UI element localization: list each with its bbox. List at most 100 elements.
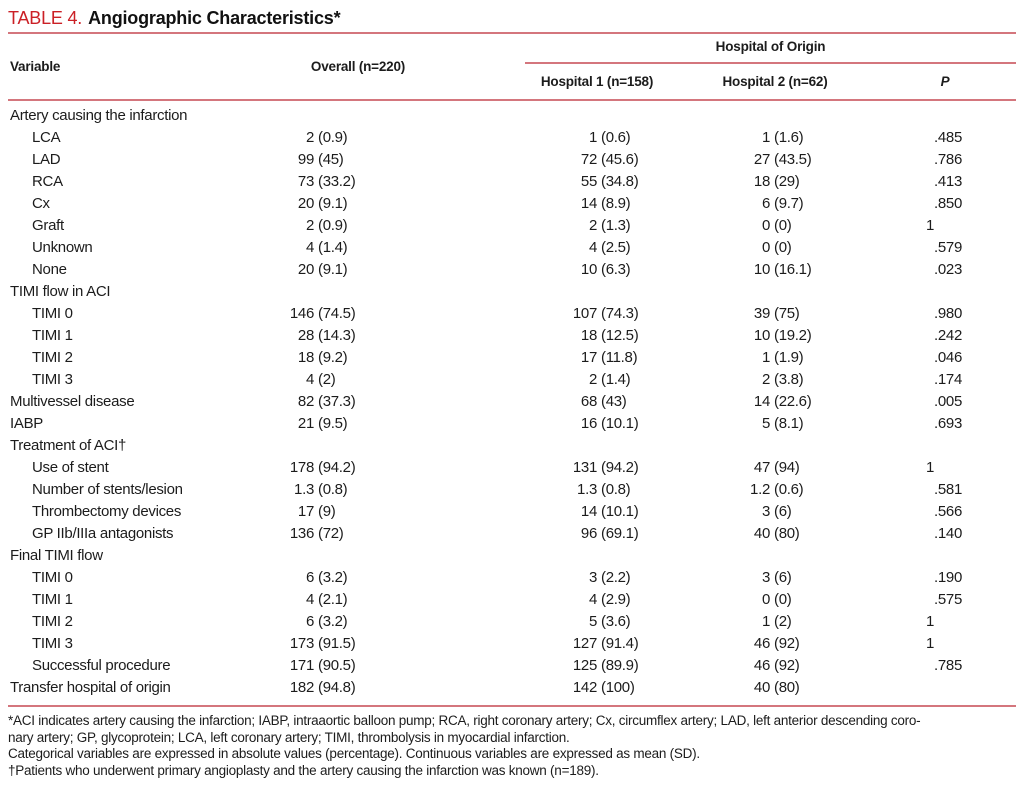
h2-value-cell bbox=[650, 105, 826, 127]
h1-value-cell bbox=[458, 105, 650, 127]
value-integer: 125 bbox=[572, 657, 597, 674]
h2-value-cell bbox=[650, 545, 826, 567]
p-value-cell: .980 bbox=[826, 303, 1016, 325]
h2-value-cell: 3 (6) bbox=[650, 501, 826, 523]
h1-value-cell: 131 (94.2) bbox=[458, 457, 650, 479]
value-integer: 146 bbox=[289, 305, 314, 322]
value-integer: 2 bbox=[588, 217, 597, 234]
variable-label: TIMI 1 bbox=[32, 591, 73, 608]
h1-value-cell: 4 (2.9) bbox=[458, 589, 650, 611]
value-integer: 0 bbox=[761, 239, 770, 256]
value-integer: 4 bbox=[305, 239, 314, 256]
value-integer: 72 bbox=[580, 151, 597, 168]
value-fraction: (6) bbox=[774, 569, 792, 586]
p-value-cell: 1 bbox=[826, 215, 1016, 237]
value-fraction: .786 bbox=[934, 151, 962, 168]
value-fraction: (0.6) bbox=[601, 129, 631, 146]
value-fraction: .785 bbox=[934, 657, 962, 674]
value-fraction: (3.2) bbox=[318, 613, 348, 630]
header-subrow: Hospital 1 (n=158) Hospital 2 (n=62) P bbox=[458, 64, 1016, 99]
table-row: TIMI 0 146 (74.5) 107 (74.3) 39 (75) .980 bbox=[8, 303, 1016, 325]
value-integer: 142 bbox=[572, 679, 597, 696]
o-value-cell: 20 (9.1) bbox=[288, 259, 458, 281]
table-row: TIMI 1 4 (2.1) 4 (2.9) 0 (0) .575 bbox=[8, 589, 1016, 611]
variable-label: TIMI flow in ACI bbox=[10, 283, 111, 300]
p-value-cell: .693 bbox=[826, 413, 1016, 435]
value-fraction: (14.3) bbox=[318, 327, 356, 344]
h1-value-cell: 1 (0.6) bbox=[458, 127, 650, 149]
table-row: TIMI 1 28 (14.3) 18 (12.5) 10 (19.2) .242 bbox=[8, 325, 1016, 347]
value-fraction: (90.5) bbox=[318, 657, 356, 674]
p-value-cell: .190 bbox=[826, 567, 1016, 589]
value-fraction: (94) bbox=[774, 459, 800, 476]
value-fraction: (69.1) bbox=[601, 525, 639, 542]
variable-label: Successful procedure bbox=[32, 657, 171, 674]
value-integer: 47 bbox=[753, 459, 770, 476]
value-fraction: (2) bbox=[774, 613, 792, 630]
h1-value-cell: 142 (100) bbox=[458, 677, 650, 699]
p-value-cell bbox=[826, 281, 1016, 303]
footnotes: *ACI indicates artery causing the infarc… bbox=[8, 707, 1016, 779]
value-integer: 99 bbox=[297, 151, 314, 168]
rule-under-title bbox=[8, 32, 1016, 34]
column-header-hospital1: Hospital 1 (n=158) bbox=[540, 74, 654, 89]
value-integer: 46 bbox=[753, 635, 770, 652]
value-fraction: (100) bbox=[601, 679, 635, 696]
h1-value-cell: 3 (2.2) bbox=[458, 567, 650, 589]
h2-value-cell: 10 (19.2) bbox=[650, 325, 826, 347]
h1-value-cell: 72 (45.6) bbox=[458, 149, 650, 171]
h2-value-cell: 5 (8.1) bbox=[650, 413, 826, 435]
column-group-header-hospital-of-origin: Hospital of Origin bbox=[525, 34, 1016, 64]
table-row: Cx 20 (9.1) 14 (8.9) 6 (9.7) .850 bbox=[8, 193, 1016, 215]
h1-value-cell: 10 (6.3) bbox=[458, 259, 650, 281]
value-fraction: (2.5) bbox=[601, 239, 631, 256]
table-row: Number of stents/lesion 1.3 (0.8) 1.3 (0.8) 1… bbox=[8, 479, 1016, 501]
column-header-variable: Variable bbox=[10, 59, 61, 74]
value-fraction: .023 bbox=[934, 261, 962, 278]
p-value-cell: .785 bbox=[826, 655, 1016, 677]
h1-value-cell: 14 (10.1) bbox=[458, 501, 650, 523]
o-value-cell: 21 (9.5) bbox=[288, 413, 458, 435]
table-row: Use of stent 178 (94.2) 131 (94.2) 47 (94) 1 bbox=[8, 457, 1016, 479]
value-fraction: (9.5) bbox=[318, 415, 348, 432]
value-integer: 27 bbox=[753, 151, 770, 168]
variable-label: Cx bbox=[32, 195, 50, 212]
value-integer: 40 bbox=[753, 525, 770, 542]
value-integer: 10 bbox=[580, 261, 597, 278]
value-fraction: (0.8) bbox=[601, 481, 631, 498]
value-fraction: (6.3) bbox=[601, 261, 631, 278]
value-integer: 178 bbox=[289, 459, 314, 476]
value-fraction: (91.5) bbox=[318, 635, 356, 652]
value-fraction: (74.3) bbox=[601, 305, 639, 322]
o-value-cell bbox=[288, 105, 458, 127]
value-integer: 1 bbox=[761, 613, 770, 630]
value-fraction: .581 bbox=[934, 481, 962, 498]
variable-label: TIMI 1 bbox=[32, 327, 73, 344]
o-value-cell: 178 (94.2) bbox=[288, 457, 458, 479]
h2-value-cell: 1 (1.6) bbox=[650, 127, 826, 149]
table-row: Graft 2 (0.9) 2 (1.3) 0 (0) 1 bbox=[8, 215, 1016, 237]
o-value-cell bbox=[288, 281, 458, 303]
value-integer: 1 bbox=[925, 613, 934, 630]
value-fraction: (0.8) bbox=[318, 481, 348, 498]
value-fraction: (33.2) bbox=[318, 173, 356, 190]
h2-value-cell: 14 (22.6) bbox=[650, 391, 826, 413]
p-value-cell: .566 bbox=[826, 501, 1016, 523]
value-fraction: (9.7) bbox=[774, 195, 804, 212]
value-integer: 6 bbox=[305, 613, 314, 630]
variable-label: Treatment of ACI† bbox=[10, 437, 127, 454]
footnote-line: nary artery; GP, glycoprotein; LCA, left… bbox=[8, 729, 570, 745]
h2-value-cell: 18 (29) bbox=[650, 171, 826, 193]
table-title: TABLE 4. Angiographic Characteristics* bbox=[8, 0, 1016, 31]
variable-label: IABP bbox=[10, 415, 43, 432]
table-row: LCA 2 (0.9) 1 (0.6) 1 (1.6) .485 bbox=[8, 127, 1016, 149]
table-row: LAD 99 (45) 72 (45.6) 27 (43.5) .786 bbox=[8, 149, 1016, 171]
h2-value-cell: 40 (80) bbox=[650, 523, 826, 545]
value-fraction: (92) bbox=[774, 635, 800, 652]
h2-value-cell: 1 (2) bbox=[650, 611, 826, 633]
h1-value-cell: 125 (89.9) bbox=[458, 655, 650, 677]
value-fraction: (1.9) bbox=[774, 349, 804, 366]
h2-value-cell: 46 (92) bbox=[650, 633, 826, 655]
h1-value-cell: 2 (1.3) bbox=[458, 215, 650, 237]
